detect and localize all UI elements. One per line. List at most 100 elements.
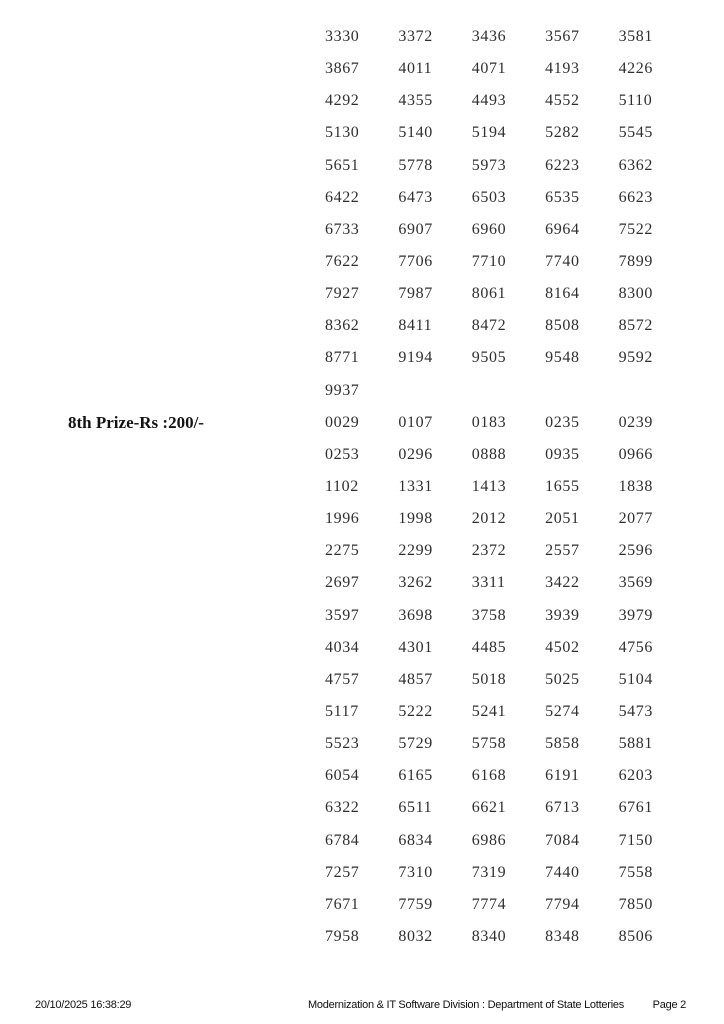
prize-number: 3262: [398, 574, 433, 592]
prize-number: 2077: [618, 510, 653, 528]
prize-number: 8164: [545, 285, 580, 303]
prize-number: 0888: [471, 445, 507, 463]
prize-number: 3979: [618, 606, 653, 624]
prize-number: 1998: [398, 510, 433, 528]
prize-number: 6986: [471, 831, 507, 849]
prize-number: 4226: [618, 60, 653, 78]
footer-division-text: Modernization & IT Software Division : D…: [308, 999, 625, 1011]
prize-number-row: 9937: [325, 375, 692, 407]
prize-number: 0183: [471, 413, 507, 431]
prize-number: 6621: [471, 799, 507, 817]
prize-sections: 3330 3372 3436 3567 3581 3867 4011 4071 4193 4226…: [0, 21, 692, 953]
prize-number: 8061: [471, 285, 507, 303]
prize-number: 2299: [398, 542, 433, 560]
prize-number: 7899: [618, 253, 653, 271]
prize-number: 6733: [325, 220, 360, 238]
prize-number: 7958: [325, 928, 360, 945]
prize-number: 2275: [325, 542, 360, 560]
prize-number-row: 8771 9194 9505 9548 9592: [325, 342, 692, 374]
prize-number: 5473: [618, 703, 653, 721]
prize-number: 6960: [471, 220, 507, 238]
prize-number: 6713: [545, 799, 580, 817]
prize-number: 3939: [545, 606, 580, 624]
prize-number: 7710: [471, 253, 507, 271]
prize-number: 7084: [545, 831, 580, 849]
prize-number-row: 6322 6511 6621 6713 6761: [325, 792, 692, 824]
prize-number-row: 7622 7706 7710 7740 7899: [325, 246, 692, 278]
prize-number: 3330: [325, 28, 360, 46]
prize-number: 4011: [398, 60, 433, 78]
prize-number-row: 5651 5778 5973 6223 6362: [325, 150, 692, 182]
prize-number: 6907: [398, 220, 433, 238]
prize-number: 1838: [618, 478, 653, 496]
prize-number: 3597: [325, 606, 360, 624]
prize-number: 3581: [618, 28, 653, 46]
prize-number: 7774: [471, 895, 507, 913]
prize-number: 8032: [398, 928, 433, 945]
prize-number: 8411: [398, 317, 433, 335]
prize-number: 4485: [471, 638, 507, 656]
prize-number: 4502: [545, 638, 580, 656]
prize-number-row: 2275 2299 2372 2557 2596: [325, 535, 692, 567]
prize-number: 6473: [398, 188, 433, 206]
prize-section: 8th Prize-Rs :200/- 0029 0107 0183 0235 0239 0…: [0, 407, 692, 953]
prize-number: 3567: [545, 28, 580, 46]
prize-number: 2372: [471, 542, 507, 560]
prize-number: 6362: [618, 156, 653, 174]
prize-number: 3698: [398, 606, 433, 624]
prize-number: 5130: [325, 124, 360, 142]
prize-number: 4292: [325, 92, 360, 110]
prize-number-row: 8362 8411 8472 8508 8572: [325, 310, 692, 342]
prize-numbers: 0029 0107 0183 0235 0239 0253 0296 0888 0935 0966…: [325, 407, 692, 953]
prize-number-row: 4034 4301 4485 4502 4756: [325, 632, 692, 664]
prize-number: 6422: [325, 188, 360, 206]
prize-number-row: 3330 3372 3436 3567 3581: [325, 21, 692, 53]
prize-number-row: 0253 0296 0888 0935 0966: [325, 439, 692, 471]
prize-number: 6964: [545, 220, 580, 238]
prize-number: 8771: [325, 349, 360, 367]
prize-number-row: 4292 4355 4493 4552 5110: [325, 85, 692, 117]
prize-number-row: 7257 7310 7319 7440 7558: [325, 857, 692, 889]
page-footer: 20/10/2025 16:38:29 Modernization & IT S…: [0, 999, 724, 1015]
prize-number: 7740: [545, 253, 580, 271]
prize-number: 1996: [325, 510, 360, 528]
prize-number: 6834: [398, 831, 433, 849]
prize-number-row: 6054 6165 6168 6191 6203: [325, 760, 692, 792]
prize-number: 8340: [471, 928, 507, 945]
prize-number: 3372: [398, 28, 433, 46]
prize-number: 7622: [325, 253, 360, 271]
prize-number: 1655: [545, 478, 580, 496]
prize-number: 4756: [618, 638, 653, 656]
prize-number-row: 7927 7987 8061 8164 8300: [325, 278, 692, 310]
prize-number: 6191: [545, 767, 580, 785]
prize-number: 8362: [325, 317, 360, 335]
prize-number: 5523: [325, 735, 360, 753]
prize-section: 3330 3372 3436 3567 3581 3867 4011 4071 4193 4226…: [0, 21, 692, 407]
prize-number-row: 0029 0107 0183 0235 0239: [325, 407, 692, 439]
prize-number: 5104: [618, 670, 653, 688]
prize-number: 9937: [325, 381, 360, 399]
prize-number-row: 3597 3698 3758 3939 3979: [325, 600, 692, 632]
prize-number: 8572: [618, 317, 653, 335]
prize-number: 5018: [471, 670, 507, 688]
prize-number: 5282: [545, 124, 580, 142]
prize-number: 9194: [398, 349, 433, 367]
prize-number-row: 7958 8032 8340 8348 8506: [325, 921, 692, 953]
prize-number: 7671: [325, 895, 360, 913]
prize-number: 5110: [618, 92, 653, 110]
prize-number: 6203: [618, 767, 653, 785]
prize-number: 2557: [545, 542, 580, 560]
prize-number: 5881: [618, 735, 653, 753]
prize-label-column: 8th Prize-Rs :200/-: [0, 407, 325, 439]
prize-number: 6503: [471, 188, 507, 206]
prize-number: 8348: [545, 928, 580, 945]
prize-number: 7150: [618, 831, 653, 849]
prize-number: 3867: [325, 60, 360, 78]
footer-page-number: Page 2: [652, 999, 687, 1011]
prize-number: 3436: [471, 28, 507, 46]
prize-number: 5651: [325, 156, 360, 174]
prize-number: 5194: [471, 124, 507, 142]
prize-number: 5274: [545, 703, 580, 721]
prize-number: 6223: [545, 156, 580, 174]
prize-number-row: 7671 7759 7774 7794 7850: [325, 889, 692, 921]
